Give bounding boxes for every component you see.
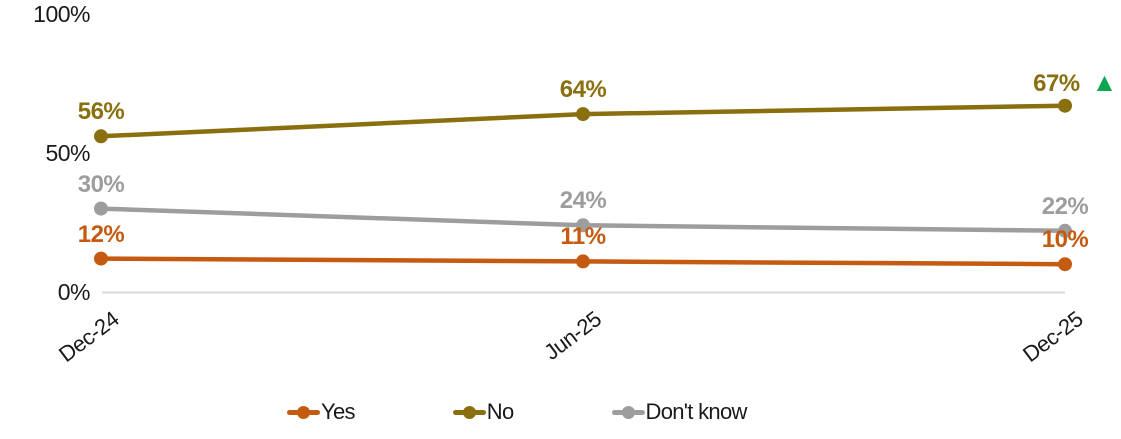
legend-dot (621, 405, 635, 419)
data-point (576, 254, 590, 269)
legend-dot (462, 405, 476, 419)
legend: Yes No Don't know (287, 399, 747, 425)
data-point (94, 129, 108, 144)
y-tick-label: 100% (33, 1, 90, 27)
legend-marker-icon (287, 405, 320, 419)
data-label-value: 12% (77, 220, 125, 248)
data-label-value: 22% (1041, 192, 1089, 220)
y-tick-label: 0% (57, 279, 91, 305)
data-label-value: 30% (77, 170, 125, 198)
data-point (94, 201, 108, 216)
legend-label: No (486, 399, 514, 424)
data-point (1058, 98, 1072, 113)
data-label-value: 24% (559, 187, 607, 215)
data-label-value: 56% (77, 98, 125, 126)
legend-marker-icon (452, 405, 486, 419)
legend-item-no: No (452, 399, 514, 425)
increase-triangle-icon: ▲ (1091, 66, 1118, 97)
data-label-value: 10% (1041, 226, 1089, 254)
legend-item-yes: Yes (287, 399, 355, 425)
legend-marker-icon (611, 405, 645, 419)
data-point (576, 107, 590, 122)
data-label: 22% (1041, 192, 1089, 220)
data-label-value: 67% (1033, 69, 1080, 97)
data-label: 10% (1042, 227, 1089, 253)
data-label: 11% (560, 223, 606, 251)
data-point (94, 251, 108, 266)
data-label: 12% (77, 220, 125, 248)
data-label: 67% ▲ (1033, 69, 1117, 97)
data-label: 30% (77, 170, 125, 198)
data-label-value: 11% (560, 223, 606, 251)
data-point (1058, 257, 1072, 272)
data-point (576, 218, 590, 233)
legend-label: Yes (321, 399, 355, 424)
legend-label: Don't know (645, 399, 748, 424)
legend-dot (297, 405, 310, 419)
data-label-value: 64% (559, 76, 607, 104)
legend-item-don-t-know: Don't know (611, 399, 748, 425)
data-label: 24% (560, 188, 607, 214)
data-point (1058, 223, 1072, 238)
data-label: 64% (560, 77, 607, 103)
data-label: 56% (78, 99, 125, 125)
y-tick-label: 50% (45, 140, 90, 166)
